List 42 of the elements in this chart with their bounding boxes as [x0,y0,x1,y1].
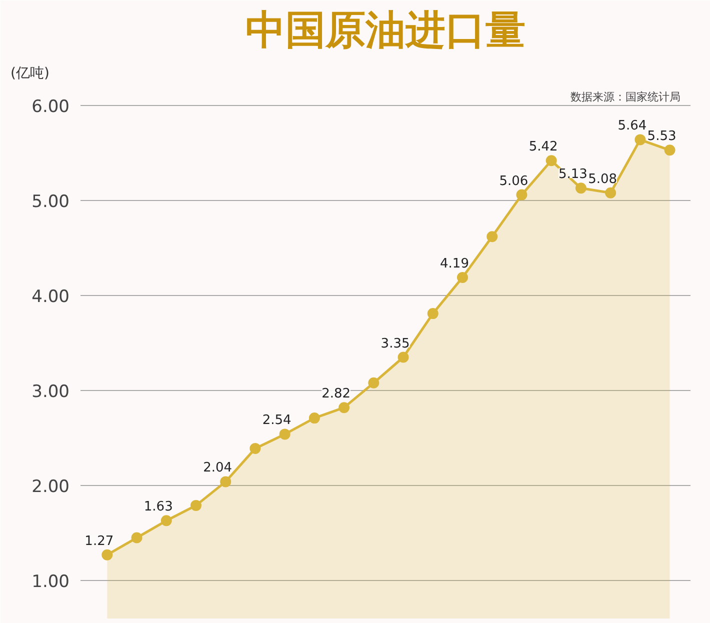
point [634,134,646,146]
point [160,515,172,526]
data-label: 3.35 [380,336,410,352]
data-label: 4.19 [440,256,469,272]
annotation: 数据来源：国家统计局 [570,90,680,104]
y-tick-label: 2.00 [32,477,70,497]
point [220,476,232,488]
chart-title: 中国原油进口量 [246,8,526,54]
data-label: 5.42 [528,140,558,155]
data-label: 5.53 [647,129,676,144]
point [605,187,616,198]
point [190,500,202,511]
y-tick-label: 4.00 [32,287,70,307]
point [250,442,261,454]
point [546,155,557,166]
point [308,412,320,424]
point [338,402,350,414]
y-tick-label: 3.00 [32,382,70,402]
y-tick-label: 1.00 [32,572,70,592]
point [131,532,142,544]
point [456,272,468,283]
data-label: 5.08 [588,172,618,187]
y-axis-title: (亿吨) [10,66,50,82]
point [427,308,438,320]
point [368,377,380,388]
data-label: 1.27 [84,534,114,549]
point [279,428,290,440]
data-label: 5.06 [499,174,528,189]
point [516,189,528,200]
y-tick-label: 5.00 [32,192,70,212]
data-label: 2.82 [322,386,351,402]
data-label: 2.54 [262,413,292,428]
y-tick-label: 6.00 [32,97,70,117]
point [664,144,676,156]
point [398,352,409,363]
point [575,182,586,194]
point [486,231,498,242]
point [102,549,113,560]
data-label: 2.04 [203,460,232,476]
data-label: 1.63 [144,500,173,515]
data-label: 5.64 [618,118,647,134]
data-label: 5.13 [558,167,588,182]
